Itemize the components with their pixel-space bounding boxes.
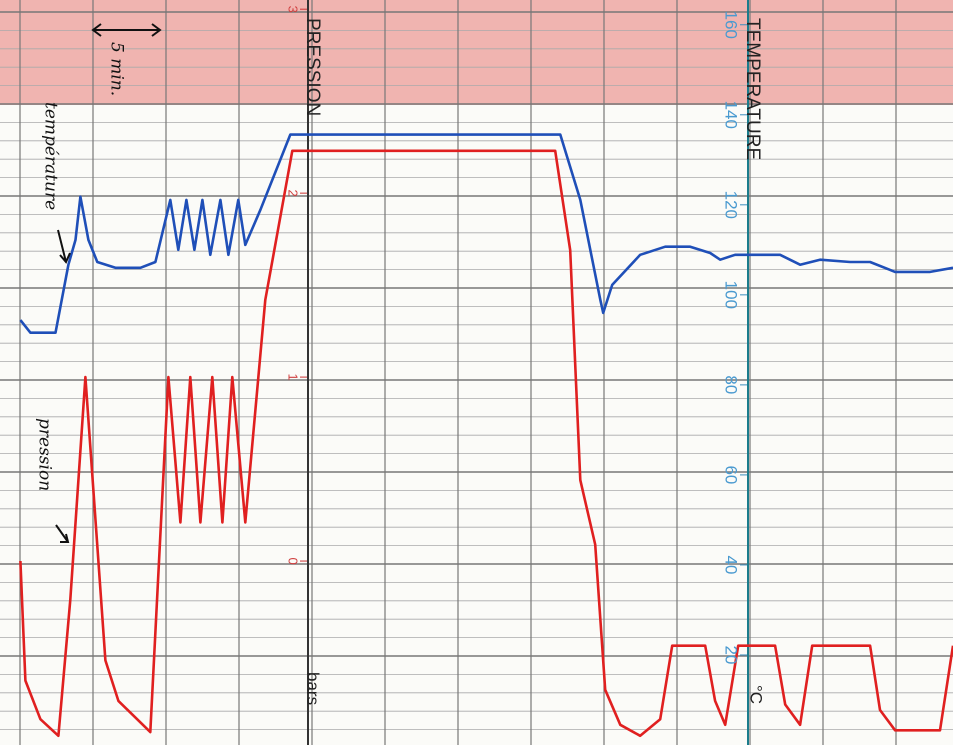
- paper: [0, 0, 953, 745]
- pressure-tick-label: 1: [286, 373, 301, 380]
- chart: PRESSION bars TEMPERATURE °C 5 min. temp…: [0, 0, 953, 745]
- pressure-tick-label: 2: [286, 190, 301, 197]
- pressure-annotation: pression: [35, 418, 55, 491]
- temperature-tick-label: 140: [722, 101, 741, 129]
- temperature-tick-label: 80: [722, 375, 741, 394]
- temperature-tick-label: 120: [722, 191, 741, 219]
- interval-annotation: 5 min.: [107, 42, 127, 96]
- pressure-tick-label: 3: [286, 6, 301, 13]
- temperature-unit: °C: [747, 685, 766, 704]
- pressure-unit: bars: [304, 672, 323, 705]
- pressure-tick-label: 0: [286, 557, 301, 564]
- top-band: [0, 0, 953, 105]
- temperature-tick-label: 100: [722, 281, 741, 309]
- temperature-tick-label: 20: [722, 646, 741, 665]
- temperature-tick-label: 60: [722, 465, 741, 484]
- temperature-axis-label: TEMPERATURE: [742, 18, 763, 160]
- temperature-tick-label: 160: [722, 11, 741, 39]
- temperature-annotation: température: [41, 102, 61, 210]
- page: PRESSION bars TEMPERATURE °C 5 min. temp…: [0, 0, 953, 745]
- temperature-tick-label: 40: [722, 555, 741, 574]
- pressure-axis-label: PRESSION: [302, 18, 323, 116]
